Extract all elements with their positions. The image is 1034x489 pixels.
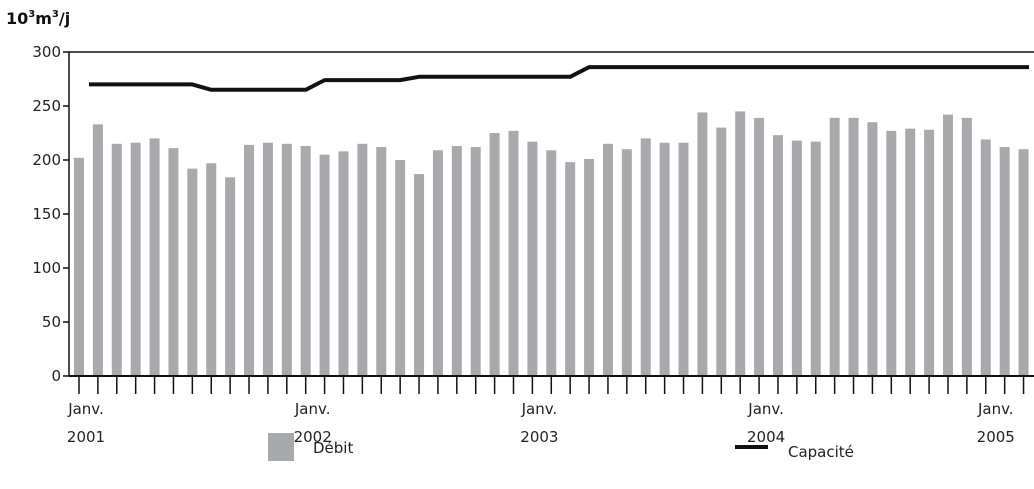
bar-debit xyxy=(640,138,651,376)
y-tick-label: 50 xyxy=(42,313,61,331)
legend-label-capacite: Capacité xyxy=(788,443,854,461)
y-axis-title-exp1: 3 xyxy=(28,9,35,20)
bar-debit xyxy=(338,151,349,376)
bar-debit xyxy=(225,177,236,376)
bar-debit xyxy=(470,147,481,376)
x-month-label: Janv. xyxy=(977,400,1014,418)
y-tick-label: 300 xyxy=(32,43,61,61)
bar-debit xyxy=(414,174,425,376)
bar-debit xyxy=(942,114,953,376)
bar-debit xyxy=(697,112,708,376)
x-year-label: 2005 xyxy=(977,428,1015,446)
bar-debit xyxy=(281,143,292,376)
bar-debit xyxy=(111,143,122,376)
y-axis-title-tail: /j xyxy=(59,9,70,28)
y-tick-label: 150 xyxy=(32,205,61,223)
bar-debit xyxy=(621,149,632,376)
bar-debit xyxy=(961,117,972,376)
bar-debit xyxy=(886,130,897,376)
legend-label-debit: Débit xyxy=(313,439,353,457)
bar-debit xyxy=(489,133,500,376)
y-axis: 0 50 100 150 200 250 300 xyxy=(32,43,70,385)
bar-debit xyxy=(678,142,689,376)
bar-debit xyxy=(659,142,670,376)
bar-debit xyxy=(300,145,311,376)
bar-debit xyxy=(602,143,613,376)
bar-debit xyxy=(905,128,916,376)
bar-debit xyxy=(848,117,859,376)
x-year-label: 2003 xyxy=(520,428,558,446)
bar-debit xyxy=(92,124,103,376)
bar-debit xyxy=(206,163,217,376)
bar-debit xyxy=(357,143,368,376)
bar-debit xyxy=(924,129,935,376)
bar-debit xyxy=(508,130,519,376)
capacity-line-group xyxy=(89,65,1029,92)
x-year-label: 2002 xyxy=(294,428,332,446)
y-tick-label: 0 xyxy=(51,367,61,385)
bar-debit xyxy=(735,111,746,377)
y-axis-title-exp2: 3 xyxy=(52,9,59,20)
bar-debit xyxy=(244,144,255,376)
bar-debit xyxy=(130,142,141,376)
bar-debit xyxy=(376,147,387,376)
y-tick-label: 100 xyxy=(32,259,61,277)
bar-debit xyxy=(168,148,179,376)
x-year-label: 2004 xyxy=(747,428,785,446)
x-month-label: Janv. xyxy=(521,400,558,418)
x-month-label: Janv. xyxy=(67,400,104,418)
y-axis-title-base: 10 xyxy=(6,9,28,28)
bar-debit xyxy=(187,168,198,376)
x-year-label: 2001 xyxy=(67,428,105,446)
x-axis: Janv. 2001 Janv. 2002 Janv. 2003 Janv. 2004 Janv… xyxy=(67,375,1034,446)
bar-debit xyxy=(149,138,160,376)
bar-debit xyxy=(716,127,727,376)
bar-debit xyxy=(262,142,273,376)
x-month-label: Janv. xyxy=(294,400,331,418)
legend: Débit Capacité xyxy=(268,433,854,461)
bar-debit xyxy=(980,139,991,376)
bar-debit xyxy=(829,117,840,376)
bar-debit xyxy=(867,122,878,376)
bar-debit xyxy=(565,162,576,376)
bar-debit xyxy=(999,147,1010,376)
legend-swatch-debit xyxy=(268,433,294,461)
bar-debit xyxy=(772,135,783,376)
bar-debit xyxy=(810,141,821,376)
bar-debit xyxy=(319,154,330,376)
bar-debit xyxy=(432,150,443,376)
bar-debit xyxy=(754,117,765,376)
y-axis-title-unit: m xyxy=(35,9,52,28)
bar-debit xyxy=(74,157,84,376)
x-month-label: Janv. xyxy=(747,400,784,418)
bars-group xyxy=(74,111,1029,377)
bar-debit xyxy=(1018,149,1029,376)
y-tick-label: 250 xyxy=(32,97,61,115)
bar-debit xyxy=(527,141,538,376)
y-axis-title: 103m3/j xyxy=(6,9,70,28)
bar-debit xyxy=(395,160,406,376)
bar-debit xyxy=(791,140,802,376)
bar-debit xyxy=(546,150,557,376)
bar-debit xyxy=(451,145,462,376)
y-tick-label: 200 xyxy=(32,151,61,169)
bar-debit xyxy=(584,158,595,376)
line-capacite xyxy=(89,65,1029,92)
